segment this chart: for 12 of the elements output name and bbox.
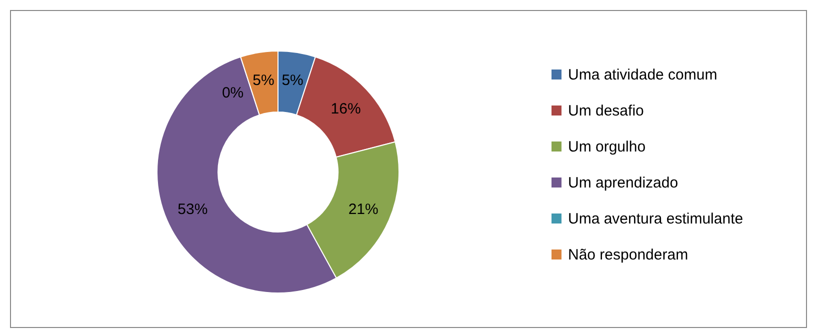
legend-label: Um desafio	[568, 102, 644, 120]
data-label: 5%	[252, 72, 274, 90]
legend-label: Um orgulho	[568, 138, 646, 156]
data-label: 21%	[348, 200, 378, 218]
legend-label: Uma aventura estimulante	[568, 210, 744, 228]
data-label: 5%	[282, 72, 304, 90]
text: 0%	[222, 84, 244, 102]
data-label: 16%	[330, 100, 361, 118]
legend-label: Um aprendizado	[568, 174, 678, 192]
legend-label: Uma atividade comum	[568, 66, 718, 84]
legend-label: Não responderam	[568, 246, 688, 264]
data-label: 53%	[178, 200, 208, 218]
